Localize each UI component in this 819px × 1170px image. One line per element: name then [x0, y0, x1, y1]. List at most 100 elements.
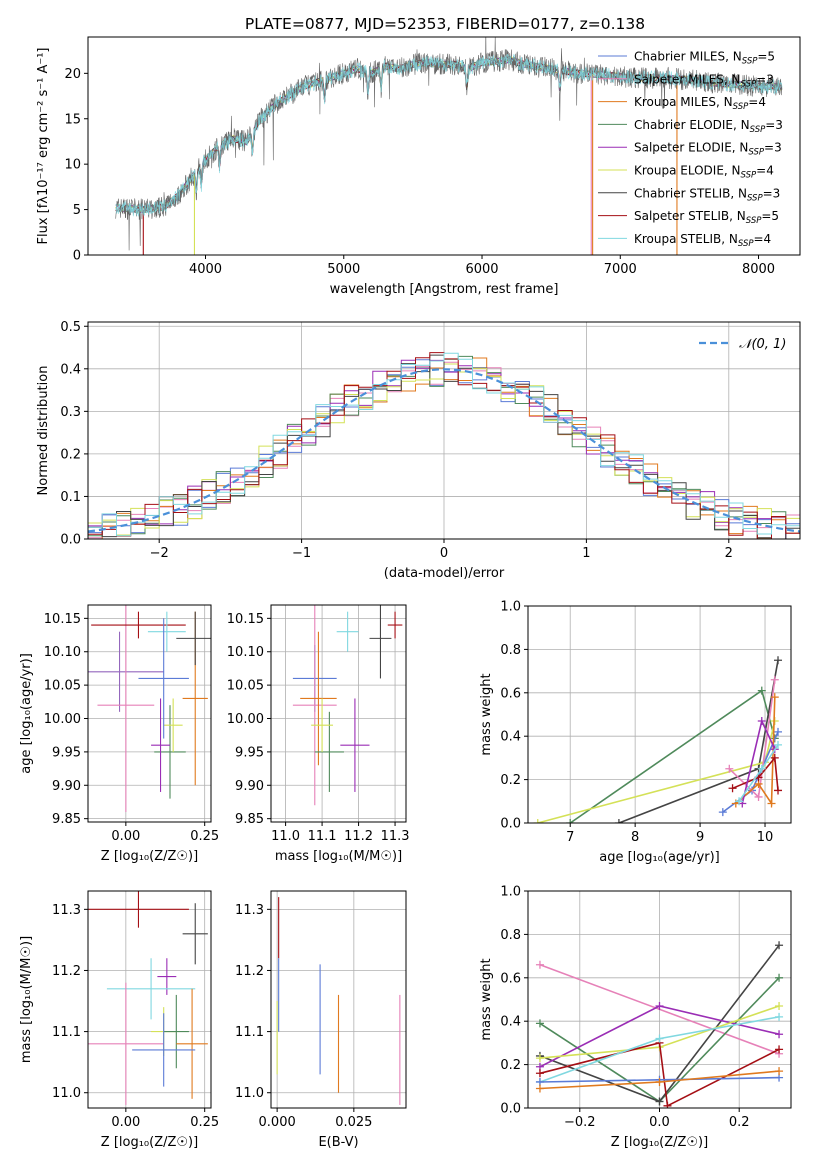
weight-marker: [775, 973, 784, 982]
tick-label-y: 0.8: [500, 928, 521, 943]
tick-label-x: −1: [292, 546, 311, 561]
weight-marker: [775, 941, 784, 950]
legend: 𝒩(0, 1): [699, 337, 786, 352]
tick-label-y: 0.4: [500, 1015, 521, 1030]
axis-label-x: wavelength [Angstrom, rest frame]: [330, 282, 559, 297]
tick-label-y: 0.5: [60, 320, 81, 335]
tick-label-y: 10.05: [227, 679, 264, 694]
tick-label-y: 0.2: [500, 1058, 521, 1073]
tick-label-y: 11.3: [235, 903, 264, 918]
tick-label-x: 11.2: [344, 829, 373, 844]
weight-line: [539, 1041, 780, 1108]
axes-frame: [87, 604, 212, 823]
tick-label-y: 20: [64, 67, 81, 82]
weight-marker: [655, 1097, 664, 1106]
legend-label: Salpeter ELODIE, NSSP=3: [634, 141, 782, 158]
tick-label-y: 10.10: [227, 645, 264, 660]
tick-label-x: −0.2: [564, 1115, 596, 1130]
plot-area: [88, 891, 208, 1105]
tick-label-x: 7000: [604, 262, 637, 277]
tick-label-x: 5000: [327, 262, 360, 277]
axis-label-x: E(B-V): [318, 1135, 358, 1150]
tick-label-y: 11.2: [52, 964, 81, 979]
panel-age_vs_Z: 0.00 0.25 9.85 9.90 9.95 10.00 10.05 10.10 10.15…: [19, 604, 219, 864]
weight-marker: [775, 1045, 784, 1054]
tick-label-y: 0.4: [60, 362, 81, 377]
tick-label-x: 0.2: [729, 1115, 750, 1130]
tick-label-y: 9.85: [235, 812, 264, 827]
tick-label-x: 6000: [465, 262, 498, 277]
panel-age_vs_mass: 11.0 11.1 11.2 11.3 9.85 9.90 9.95 10.00 10.05 10…: [227, 604, 410, 864]
tick-label-y: 0.6: [500, 971, 521, 986]
axes-frame: [527, 605, 792, 824]
tick-label-x: 0.00: [111, 829, 140, 844]
weight-marker: [735, 797, 744, 806]
weight-marker: [535, 1019, 544, 1028]
axis-label-y: Normed distribution: [36, 366, 51, 496]
axes-frame: [87, 321, 801, 540]
plot-area: [533, 656, 783, 823]
tick-label-y: 0.8: [500, 643, 521, 658]
tick-label-y: 9.85: [52, 812, 81, 827]
tick-label-y: 11.0: [235, 1086, 264, 1101]
tick-label-x: 0.25: [190, 829, 219, 844]
tick-label-y: 10.15: [227, 612, 264, 627]
legend-label: Chabrier MILES, NSSP=5: [634, 50, 775, 67]
legend-label: Salpeter MILES, NSSP=3: [634, 72, 774, 89]
plot-area: [88, 605, 211, 812]
tick-label-x: 0.025: [335, 1115, 372, 1130]
panel-spectrum: 4000 5000 6000 7000 8000 0 5 10 15 20 wavelength […: [36, 36, 801, 297]
tick-label-y: 10: [64, 158, 81, 173]
weight-marker: [770, 693, 779, 702]
panel-mass_vs_ebv: 0.000 0.025 11.0 11.1 11.2 11.3 E(B-V): [235, 890, 407, 1150]
weight-marker: [774, 656, 783, 665]
figure-title: PLATE=0877, MJD=52353, FIBERID=0177, z=0…: [245, 15, 645, 33]
axis-label-x: Z [log₁₀(Z/Z☉)]: [101, 849, 198, 864]
tick-label-x: 8000: [742, 262, 775, 277]
tick-label-y: 11.3: [52, 903, 81, 918]
axis-label-y: mass [log₁₀(M/M☉)]: [19, 936, 34, 1063]
tick-label-y: 10.15: [44, 612, 81, 627]
weight-marker: [775, 1030, 784, 1039]
weight-line: [618, 660, 779, 823]
axes-frame: [527, 890, 792, 1109]
tick-label-y: 0.3: [60, 405, 81, 420]
axis-label-x: Z [log₁₀(Z/Z☉)]: [101, 1135, 198, 1150]
tick-label-y: 0: [73, 249, 81, 264]
legend-label: Kroupa STELIB, NSSP=4: [634, 232, 771, 249]
legend-label: Kroupa ELODIE, NSSP=4: [634, 164, 774, 181]
weight-marker: [757, 717, 766, 726]
axes-frame: [270, 890, 407, 1109]
weight-marker: [767, 799, 776, 808]
tick-label-y: 0.1: [60, 490, 81, 505]
weight-marker: [655, 1034, 664, 1043]
weight-marker: [757, 764, 766, 773]
tick-label-x: 11.3: [381, 829, 410, 844]
tick-label-y: 9.90: [235, 779, 264, 794]
tick-label-y: 11.0: [52, 1086, 81, 1101]
tick-label-y: 11.2: [235, 964, 264, 979]
weight-marker: [754, 792, 763, 801]
panel-residuals: −2 −1 0 1 2 0.0 0.1 0.2 0.3 0.4 0.5 (data-model)/er…: [36, 320, 801, 581]
plot-area: [276, 897, 401, 1105]
normal-reference-curve: [88, 368, 800, 533]
axis-label-y: Flux [fλ10⁻¹⁷ erg cm⁻² s⁻¹ A⁻¹]: [36, 48, 51, 245]
tick-label-y: 9.95: [52, 745, 81, 760]
axis-label-x: age [log₁₀(age/yr)]: [599, 850, 720, 865]
histogram-step: [88, 352, 800, 539]
weight-marker: [774, 740, 783, 749]
tick-label-x: 11.0: [271, 829, 300, 844]
tick-label-y: 10.00: [227, 712, 264, 727]
tick-label-x: 7: [566, 830, 574, 845]
weight-marker: [757, 686, 766, 695]
tick-label-y: 0.4: [500, 730, 521, 745]
axes-frame: [87, 890, 212, 1109]
legend-label: Chabrier STELIB, NSSP=3: [634, 186, 780, 203]
tick-label-x: 1: [582, 546, 590, 561]
histogram-step: [88, 352, 800, 539]
weight-marker: [535, 1054, 544, 1063]
tick-label-y: 1.0: [500, 885, 521, 900]
tick-label-y: 0.0: [500, 1102, 521, 1117]
weight-marker: [775, 1002, 784, 1011]
